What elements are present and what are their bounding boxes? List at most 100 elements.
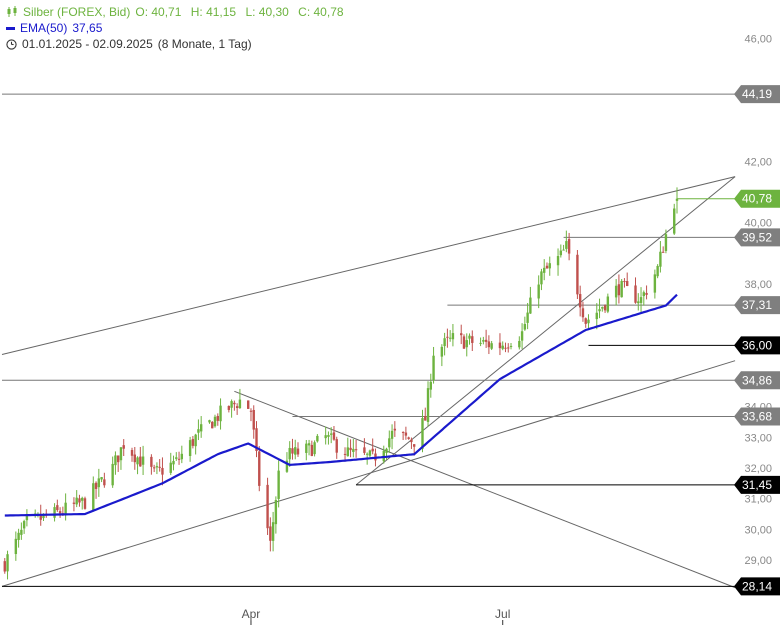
ema-label: EMA(50) bbox=[20, 21, 68, 35]
candle bbox=[271, 511, 275, 552]
candle-body bbox=[462, 336, 466, 349]
candle-body bbox=[426, 388, 430, 422]
candle bbox=[390, 424, 394, 450]
candle-body bbox=[645, 292, 648, 295]
price-badge-label: 36,00 bbox=[742, 338, 772, 352]
candle bbox=[22, 519, 26, 534]
candle-body bbox=[175, 457, 178, 459]
candle bbox=[401, 431, 405, 441]
candle bbox=[523, 316, 527, 331]
price-badge: 31,45 bbox=[734, 475, 780, 494]
candle-body bbox=[269, 526, 272, 541]
candle bbox=[407, 436, 410, 440]
candle-body bbox=[637, 301, 640, 304]
candle bbox=[169, 452, 172, 476]
candle bbox=[335, 436, 338, 459]
candle bbox=[595, 303, 598, 330]
candle bbox=[529, 286, 532, 314]
candle bbox=[288, 441, 291, 467]
candle-body bbox=[39, 514, 42, 520]
candle bbox=[448, 330, 452, 342]
candle-body bbox=[487, 341, 491, 348]
candle bbox=[603, 304, 607, 313]
candles-group bbox=[3, 187, 679, 580]
candle bbox=[421, 409, 424, 453]
price-badge-shape bbox=[734, 336, 780, 355]
candle-body bbox=[460, 333, 463, 336]
candle-body bbox=[324, 435, 327, 439]
candle bbox=[227, 405, 231, 413]
candle bbox=[545, 262, 549, 269]
candle bbox=[349, 439, 352, 458]
candle-body bbox=[606, 296, 610, 312]
candle bbox=[172, 455, 175, 471]
candle bbox=[103, 472, 106, 488]
candle bbox=[526, 303, 529, 330]
candle-body bbox=[150, 456, 153, 467]
y-tick-label: 42,00 bbox=[744, 156, 772, 168]
legend-ema-row: EMA(50) 37,65 bbox=[6, 20, 350, 36]
candle bbox=[97, 468, 101, 497]
candle-body bbox=[92, 483, 95, 511]
candle bbox=[410, 437, 413, 449]
candle-body bbox=[3, 561, 6, 572]
candle-body bbox=[598, 309, 601, 312]
candle-body bbox=[238, 399, 242, 409]
price-badge-label: 40,78 bbox=[742, 192, 772, 206]
candle bbox=[587, 314, 590, 330]
candle-body bbox=[335, 439, 338, 453]
candle-body bbox=[562, 249, 565, 251]
price-badge-shape bbox=[734, 189, 780, 208]
candle-body bbox=[285, 460, 289, 472]
candle bbox=[404, 426, 408, 440]
candle-body bbox=[576, 254, 579, 295]
candle bbox=[150, 454, 153, 475]
candle bbox=[639, 287, 643, 314]
candle-body bbox=[64, 502, 67, 514]
candle-body bbox=[83, 498, 87, 509]
candle bbox=[556, 248, 560, 276]
candle bbox=[664, 229, 668, 254]
candle bbox=[567, 232, 571, 261]
candle bbox=[354, 439, 358, 458]
candle bbox=[56, 499, 59, 512]
price-badge: 34,86 bbox=[734, 371, 780, 390]
candle bbox=[498, 333, 502, 356]
price-badge: 39,52 bbox=[734, 228, 780, 247]
candle-body bbox=[634, 285, 637, 303]
candle-body bbox=[349, 447, 352, 451]
candle-body bbox=[509, 345, 513, 347]
candle bbox=[72, 497, 76, 512]
candlestick-icon bbox=[7, 6, 17, 17]
candle-body bbox=[305, 443, 308, 453]
candle bbox=[305, 440, 308, 461]
candle-body bbox=[390, 430, 394, 439]
candle bbox=[501, 341, 504, 351]
candle-body bbox=[122, 445, 125, 449]
candle-body bbox=[180, 453, 184, 460]
candle bbox=[543, 259, 546, 281]
candle-body bbox=[332, 432, 336, 440]
candle bbox=[507, 343, 510, 353]
candle-body bbox=[191, 439, 195, 446]
candle bbox=[581, 301, 585, 322]
price-badge: 40,78 bbox=[734, 189, 780, 208]
candle bbox=[64, 493, 67, 521]
candle-body bbox=[661, 251, 665, 253]
candle-body bbox=[294, 447, 297, 455]
candle-body bbox=[451, 333, 455, 340]
candle-body bbox=[42, 513, 45, 519]
candle bbox=[152, 464, 156, 473]
candle bbox=[440, 344, 444, 367]
candle bbox=[119, 447, 123, 470]
candle-body bbox=[330, 433, 333, 435]
candle-body bbox=[526, 312, 529, 323]
candle bbox=[25, 509, 29, 527]
candle-body bbox=[199, 424, 203, 432]
price-badge-label: 33,68 bbox=[742, 409, 772, 423]
candle bbox=[645, 285, 648, 300]
price-badge-label: 28,14 bbox=[742, 579, 772, 593]
candle-body bbox=[368, 450, 372, 456]
candle bbox=[235, 403, 239, 415]
